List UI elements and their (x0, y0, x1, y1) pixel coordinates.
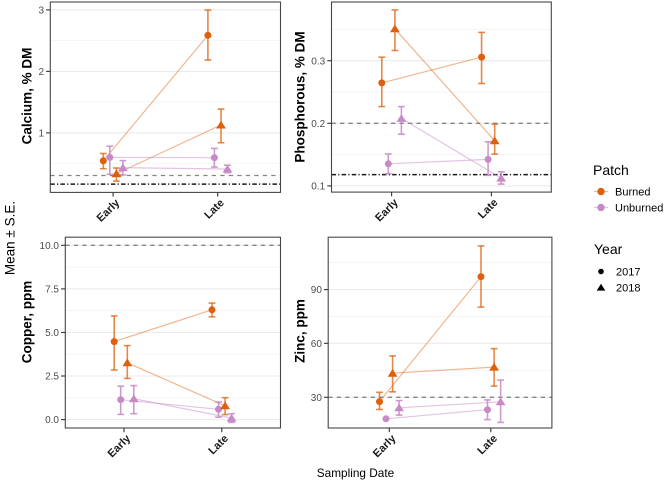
svg-text:Patch: Patch (593, 162, 629, 178)
svg-text:0.3: 0.3 (311, 56, 325, 67)
svg-text:30: 30 (311, 393, 323, 404)
svg-text:0.2: 0.2 (311, 119, 325, 130)
svg-text:Calcium, % DM: Calcium, % DM (20, 48, 35, 145)
svg-text:60: 60 (311, 339, 323, 350)
svg-text:10.0: 10.0 (40, 241, 60, 252)
svg-text:2017: 2017 (616, 266, 640, 278)
svg-text:Mean ± S.E.: Mean ± S.E. (3, 201, 18, 275)
svg-text:2018: 2018 (616, 282, 640, 294)
svg-text:3: 3 (38, 6, 44, 17)
svg-text:2: 2 (38, 67, 44, 78)
svg-text:Unburned: Unburned (615, 202, 663, 214)
svg-text:7.5: 7.5 (45, 285, 59, 296)
svg-text:Year: Year (594, 241, 623, 257)
svg-text:1: 1 (38, 129, 44, 140)
svg-text:Burned: Burned (615, 186, 650, 198)
svg-text:90: 90 (311, 285, 323, 296)
svg-text:Phosphorous, % DM: Phosphorous, % DM (293, 31, 308, 162)
svg-text:0.1: 0.1 (311, 182, 325, 193)
svg-text:5.0: 5.0 (45, 328, 59, 339)
svg-text:Sampling Date: Sampling Date (317, 466, 395, 480)
svg-text:Copper, ppm: Copper, ppm (20, 281, 35, 364)
svg-text:0.0: 0.0 (45, 415, 59, 426)
svg-text:2.5: 2.5 (45, 372, 59, 383)
svg-text:Zinc, ppm: Zinc, ppm (293, 299, 308, 363)
